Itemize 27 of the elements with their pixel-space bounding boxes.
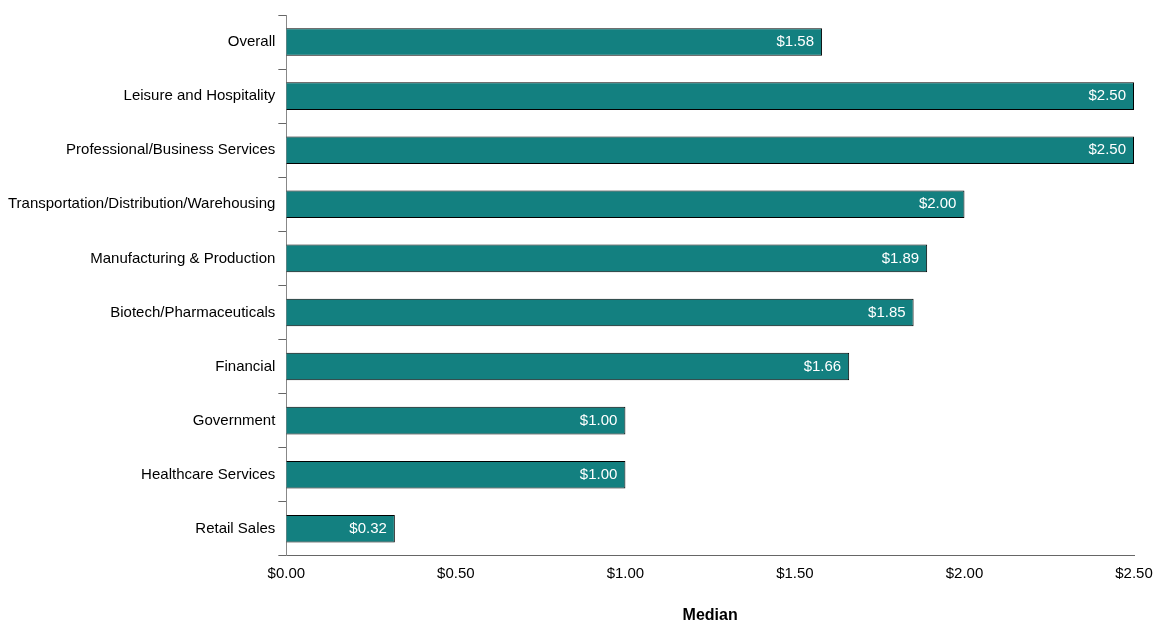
x-tick-label: $2.50 [1115, 563, 1153, 581]
x-tick-label: $0.50 [437, 563, 475, 581]
y-tick-label: Retail Sales [195, 518, 276, 536]
data-label: $1.89 [881, 248, 920, 266]
data-label: $1.66 [803, 356, 842, 374]
data-label: $2.00 [918, 194, 957, 212]
y-tick-label: Financial [215, 356, 276, 374]
data-label: $1.00 [579, 410, 618, 428]
y-tick-label: Overall [227, 32, 276, 50]
data-label: $1.00 [579, 464, 618, 482]
x-tick-label: $2.00 [945, 563, 984, 581]
y-tick-label: Transportation/Distribution/Warehousing [7, 194, 276, 212]
y-tick-label: Government [192, 410, 277, 428]
data-label: $0.32 [349, 518, 387, 536]
y-tick-label: Professional/Business Services [66, 140, 276, 158]
x-tick-label: $0.00 [267, 563, 306, 581]
x-axis-title: Median [682, 605, 738, 623]
data-label: $1.85 [868, 302, 906, 320]
x-tick-label: $1.50 [776, 563, 814, 581]
y-tick-label: Biotech/Pharmaceuticals [110, 302, 276, 320]
y-tick-label: Healthcare Services [141, 464, 276, 482]
data-label: $1.58 [776, 32, 815, 50]
x-tick-label: $1.00 [606, 563, 645, 581]
y-tick-label: Leisure and Hospitality [123, 86, 276, 104]
data-label: $2.50 [1088, 86, 1126, 104]
data-label: $2.50 [1088, 140, 1126, 158]
y-tick-label: Manufacturing & Production [90, 248, 276, 266]
